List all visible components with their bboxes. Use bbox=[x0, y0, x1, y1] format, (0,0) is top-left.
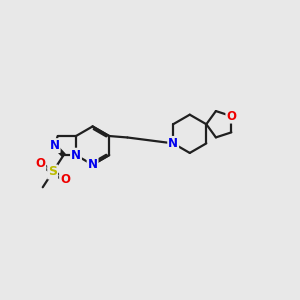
Text: O: O bbox=[60, 173, 70, 187]
Text: N: N bbox=[50, 139, 60, 152]
Text: O: O bbox=[226, 110, 236, 123]
Text: N: N bbox=[168, 137, 178, 150]
Text: S: S bbox=[48, 165, 57, 178]
Text: N: N bbox=[88, 158, 98, 171]
Text: O: O bbox=[35, 158, 45, 170]
Text: N: N bbox=[71, 149, 81, 162]
